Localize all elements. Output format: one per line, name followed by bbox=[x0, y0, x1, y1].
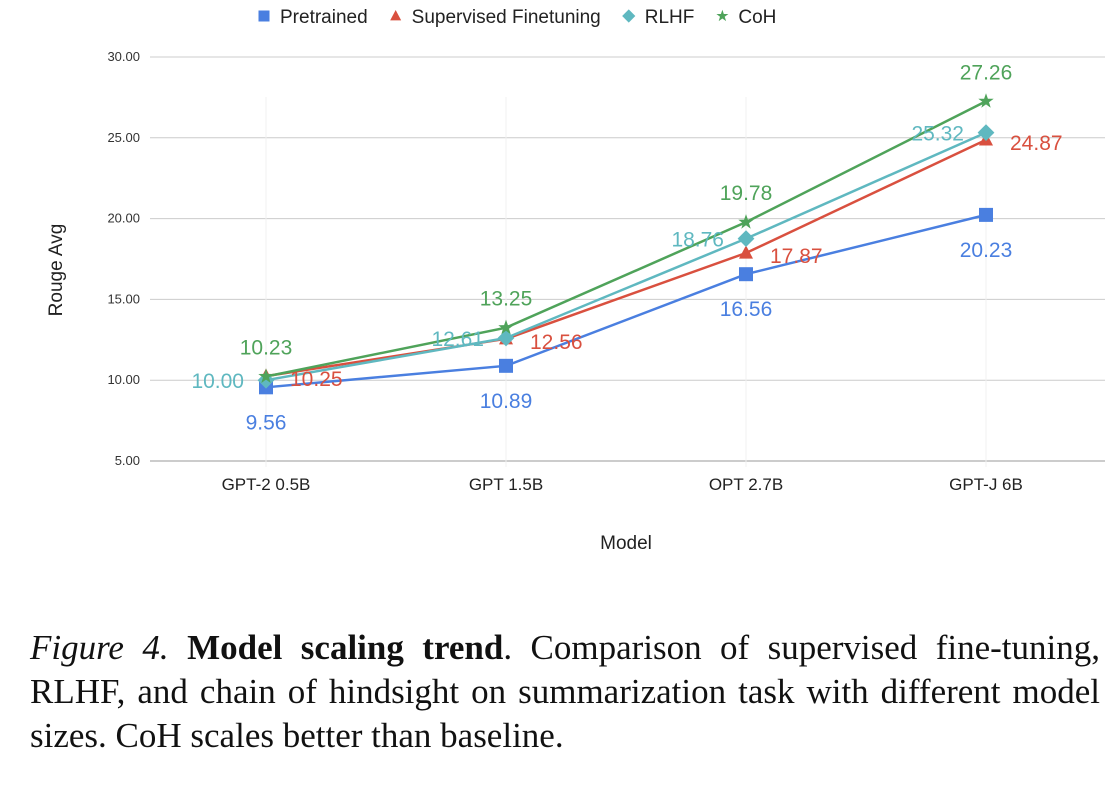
legend-label-coh: CoH bbox=[738, 7, 776, 28]
x-tick-label: OPT 2.7B bbox=[709, 475, 783, 494]
figure-label: Figure 4. bbox=[30, 628, 169, 667]
figure-caption: Figure 4. Model scaling trend. Compariso… bbox=[30, 626, 1100, 758]
legend-label-supervised-finetuning: Supervised Finetuning bbox=[412, 7, 601, 28]
data-label-supervised-finetuning: 10.25 bbox=[290, 368, 343, 391]
data-point-pretrained bbox=[739, 267, 753, 282]
line-chart: 5.00 10.00 15.00 20.00 25.00 30.00 GPT-2 0.5B G… bbox=[46, 7, 1105, 554]
legend-label-rlhf: RLHF bbox=[645, 7, 695, 28]
data-label-coh: 13.25 bbox=[480, 288, 533, 311]
data-point-coh bbox=[258, 368, 274, 383]
y-tick-label: 5.00 bbox=[115, 453, 140, 468]
series-line-supervised-finetuning bbox=[265, 138, 987, 378]
data-point-pretrained bbox=[979, 207, 993, 222]
data-label-coh: 27.26 bbox=[960, 61, 1013, 84]
legend-label-pretrained: Pretrained bbox=[280, 7, 368, 28]
legend-star-icon bbox=[716, 9, 729, 22]
y-tick-label: 25.00 bbox=[107, 130, 140, 145]
x-tick-label: GPT 1.5B bbox=[469, 475, 543, 494]
data-point-rlhf bbox=[977, 124, 995, 142]
data-label-rlhf: 25.32 bbox=[911, 123, 964, 146]
data-label-supervised-finetuning: 24.87 bbox=[1010, 132, 1063, 155]
x-tick-label: GPT-2 0.5B bbox=[222, 475, 311, 494]
figure-title: Model scaling trend bbox=[187, 628, 504, 667]
data-label-pretrained: 16.56 bbox=[720, 298, 773, 321]
data-label-supervised-finetuning: 12.56 bbox=[530, 331, 583, 354]
series-line-coh bbox=[265, 100, 987, 378]
y-tick-label: 30.00 bbox=[107, 49, 140, 64]
data-label-rlhf: 18.76 bbox=[671, 229, 724, 252]
data-label-rlhf: 12.61 bbox=[431, 328, 484, 351]
y-tick-label: 20.00 bbox=[107, 211, 140, 226]
data-label-pretrained: 20.23 bbox=[960, 239, 1013, 262]
data-label-pretrained: 10.89 bbox=[480, 390, 533, 413]
y-tick-label: 10.00 bbox=[107, 372, 140, 387]
data-label-coh: 19.78 bbox=[720, 182, 773, 205]
series-line-rlhf bbox=[265, 131, 987, 382]
data-point-supervised-finetuning bbox=[739, 245, 753, 259]
legend-diamond-icon bbox=[622, 9, 636, 23]
x-axis-label: Model bbox=[600, 533, 652, 554]
data-point-pretrained bbox=[499, 358, 513, 373]
legend-square-icon bbox=[258, 10, 270, 22]
data-point-rlhf bbox=[257, 371, 275, 389]
data-label-pretrained: 9.56 bbox=[246, 411, 287, 434]
y-axis-label: Rouge Avg bbox=[46, 224, 67, 317]
data-label-coh: 10.23 bbox=[240, 336, 293, 359]
data-label-supervised-finetuning: 17.87 bbox=[770, 245, 823, 268]
caption-text: . Comparison of supervised fine-tuning, … bbox=[30, 628, 1101, 755]
data-point-coh bbox=[498, 319, 514, 335]
legend: Pretrained Supervised Finetuning RLHF CoH bbox=[280, 7, 776, 28]
data-label-rlhf: 10.00 bbox=[191, 370, 244, 393]
data-point-coh bbox=[978, 93, 994, 108]
y-tick-label: 15.00 bbox=[107, 291, 140, 306]
data-point-rlhf bbox=[737, 230, 755, 248]
series-line-pretrained bbox=[265, 213, 987, 389]
legend-triangle-icon bbox=[390, 9, 402, 21]
data-point-coh bbox=[738, 214, 754, 229]
x-tick-label: GPT-J 6B bbox=[949, 475, 1023, 494]
